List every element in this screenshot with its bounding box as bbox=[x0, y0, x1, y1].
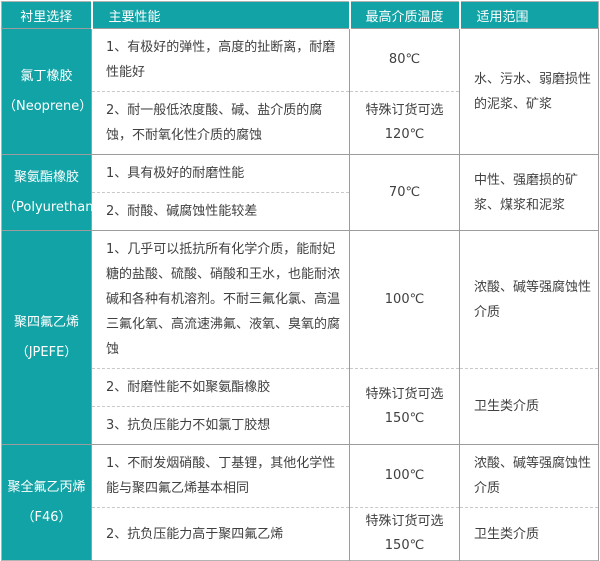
range-cell: 卫生类介质 bbox=[459, 368, 599, 445]
performance-cell: 3、抗负压能力不如氯丁胶想 bbox=[91, 406, 350, 445]
temperature-value: 120℃ bbox=[384, 127, 425, 142]
material-cell-neoprene: 氯丁橡胶 （Neoprene） bbox=[1, 28, 93, 155]
material-subname: （JPEFE） bbox=[15, 344, 78, 360]
header-row: 衬里选择 主要性能 最高介质温度 适用范围 bbox=[1, 1, 599, 29]
table-header: 衬里选择 主要性能 最高介质温度 适用范围 bbox=[1, 1, 599, 29]
header-main-performance: 主要性能 bbox=[90, 1, 350, 29]
table-row: 2、耐一般低浓度酸、碱、盐介质的腐蚀，不耐氧化性介质的腐蚀 特殊订货可选 120… bbox=[2, 91, 599, 155]
performance-cell: 2、耐酸、碱腐蚀性能较差 bbox=[91, 192, 350, 231]
performance-cell: 2、抗负压能力高于聚四氟乙烯 bbox=[91, 507, 350, 561]
range-cell: 水、污水、弱磨损性的泥浆、矿浆 bbox=[459, 28, 599, 155]
temperature-note: 特殊订货可选 bbox=[365, 386, 444, 402]
material-cell-f46: 聚全氟乙丙烯 （F46） bbox=[1, 444, 92, 561]
range-cell: 浓酸、碱等强腐蚀性介质 bbox=[459, 230, 599, 369]
performance-cell: 1、具有极好的耐磨性能 bbox=[91, 154, 350, 193]
table-row: 2、耐磨性能不如聚氨酯橡胶 特殊订货可选 150℃ 卫生类介质 bbox=[2, 368, 599, 445]
range-cell: 卫生类介质 bbox=[459, 507, 599, 561]
performance-cell: 2、耐磨性能不如聚氨酯橡胶 bbox=[91, 368, 350, 407]
table-row: 2、耐酸、碱腐蚀性能较差 bbox=[2, 192, 599, 231]
temperature-cell: 70℃ bbox=[349, 154, 460, 231]
table-body: 氯丁橡胶 （Neoprene） 1、有极好的弹性，高度的扯断离，耐磨性能好 80… bbox=[1, 28, 599, 561]
performance-cell: 1、几乎可以抵抗所有化学介质，能耐妃糖的盐酸、硫酸、硝酸和王水，也能耐浓碱和各种… bbox=[91, 230, 350, 369]
material-subname: （F46） bbox=[21, 509, 72, 525]
temperature-cell: 特殊订货可选 150℃ bbox=[349, 368, 460, 445]
header-lining-selection: 衬里选择 bbox=[1, 1, 92, 29]
table-row: 氯丁橡胶 （Neoprene） 1、有极好的弹性，高度的扯断离，耐磨性能好 80… bbox=[1, 28, 599, 155]
temperature-value: 150℃ bbox=[384, 538, 425, 553]
material-subname: （Neoprene） bbox=[3, 98, 93, 114]
temperature-cell: 特殊订货可选 150℃ bbox=[349, 507, 460, 561]
material-cell-ptfe: 聚四氟乙烯 （JPEFE） bbox=[1, 230, 92, 445]
table-row: 聚氨酯橡胶 （Polyurethane） 1、具有极好的耐磨性能 70℃ 中性、… bbox=[1, 154, 599, 231]
range-cell: 中性、强磨损的矿浆、煤浆和泥浆 bbox=[459, 154, 599, 231]
table-row: 2、抗负压能力高于聚四氟乙烯 特殊订货可选 150℃ 卫生类介质 bbox=[2, 507, 599, 561]
temperature-note: 特殊订货可选 bbox=[365, 103, 444, 118]
temperature-cell: 特殊订货可选 120℃ bbox=[349, 91, 460, 155]
performance-cell: 1、不耐发烟硝酸、丁基锂，其他化学性能与聚四氟乙烯基本相同 bbox=[91, 444, 350, 508]
table-row: 聚全氟乙丙烯 （F46） 1、不耐发烟硝酸、丁基锂，其他化学性能与聚四氟乙烯基本… bbox=[1, 444, 599, 561]
range-cell: 浓酸、碱等强腐蚀性介质 bbox=[459, 444, 599, 508]
header-applicable-range: 适用范围 bbox=[458, 1, 599, 29]
temperature-cell: 80℃ bbox=[349, 28, 460, 92]
material-name: 聚氨酯橡胶 bbox=[13, 169, 79, 185]
material-name: 聚四氟乙烯 bbox=[13, 314, 79, 330]
performance-cell: 2、耐一般低浓度酸、碱、盐介质的腐蚀，不耐氧化性介质的腐蚀 bbox=[91, 91, 350, 155]
temperature-value: 150℃ bbox=[384, 410, 425, 426]
material-name: 氯丁橡胶 bbox=[20, 68, 73, 84]
material-subname: （Polyurethane） bbox=[3, 199, 115, 215]
temperature-note: 特殊订货可选 bbox=[365, 514, 444, 529]
material-cell-polyurethane: 聚氨酯橡胶 （Polyurethane） bbox=[1, 154, 115, 231]
header-max-medium-temperature: 最高介质温度 bbox=[348, 1, 460, 29]
table-row: 聚四氟乙烯 （JPEFE） 1、几乎可以抵抗所有化学介质，能耐妃糖的盐酸、硫酸、… bbox=[1, 230, 599, 445]
material-name: 聚全氟乙丙烯 bbox=[7, 479, 86, 495]
temperature-cell: 100℃ bbox=[349, 230, 460, 369]
temperature-cell: 100℃ bbox=[349, 444, 460, 508]
performance-cell: 1、有极好的弹性，高度的扯断离，耐磨性能好 bbox=[91, 28, 350, 92]
